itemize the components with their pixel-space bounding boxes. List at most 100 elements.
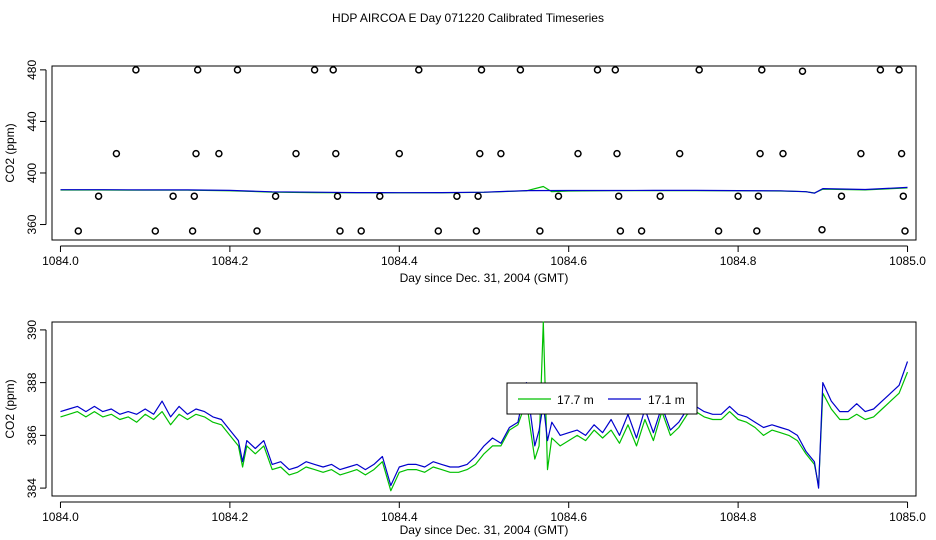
top-scatter-points: [74, 66, 909, 235]
bottom-y-axis: 384 386 388 390: [25, 320, 47, 498]
top-series-lines: [60, 185, 908, 194]
scatter-point: [474, 192, 482, 200]
top-x-tick-label: 1084.4: [381, 254, 418, 268]
bottom-panel: 1084.0 1084.2 1084.4 1084.6 1084.8 1085.0 384…: [3, 320, 926, 537]
bottom-series-lines: [60, 321, 909, 492]
scatter-point: [695, 66, 703, 74]
top-x-tick-label: 1085.0: [889, 254, 926, 268]
bottom-x-tick-label: 1084.8: [720, 510, 757, 524]
scatter-point: [818, 225, 826, 234]
scatter-point: [901, 227, 909, 235]
bottom-y-tick-label: 386: [25, 425, 39, 445]
scatter-point: [472, 227, 481, 235]
top-x-axis-label: Day since Dec. 31, 2004 (GMT): [400, 271, 569, 285]
bottom-x-tick-label: 1084.0: [42, 510, 79, 524]
top-y-tick-label: 440: [25, 111, 39, 131]
scatter-point: [675, 149, 684, 158]
scatter-point: [758, 66, 766, 74]
scatter-point: [754, 192, 763, 200]
top-x-tick-label: 1084.6: [550, 254, 587, 268]
bottom-series-line-1: [60, 321, 909, 492]
scatter-point: [151, 227, 160, 235]
bottom-y-tick-label: 390: [25, 320, 39, 340]
bottom-x-tick-label: 1085.0: [889, 510, 926, 524]
bottom-x-tick-label: 1084.6: [550, 510, 587, 524]
top-x-tick-label: 1084.2: [212, 254, 249, 268]
top-y-tick-label: 400: [25, 163, 39, 183]
legend: 17.7 m 17.1 m: [506, 382, 698, 415]
scatter-point: [497, 149, 505, 158]
bottom-x-tick-label: 1084.4: [381, 510, 418, 524]
scatter-point: [798, 67, 807, 75]
bottom-series-line-2: [60, 361, 909, 489]
bottom-y-axis-label: CO2 (ppm): [3, 379, 17, 438]
scatter-point: [193, 66, 202, 74]
legend-label-17.7m: 17.7 m: [557, 393, 594, 407]
scatter-point: [895, 66, 903, 74]
bottom-x-axis: 1084.0 1084.2 1084.4 1084.6 1084.8 1085.0: [42, 501, 926, 524]
top-plot-frame: [51, 65, 917, 241]
top-series-line-2: [60, 186, 908, 194]
scatter-point: [611, 66, 620, 74]
top-panel: 1084.0 1084.2 1084.4 1084.6 1084.8 1085.0 360…: [3, 60, 926, 285]
scatter-point: [477, 66, 486, 74]
scatter-point: [779, 149, 787, 158]
scatter-point: [837, 192, 846, 200]
scatter-point: [169, 192, 177, 200]
scatter-point: [753, 227, 761, 235]
scatter-point: [215, 149, 223, 158]
scatter-point: [453, 192, 461, 200]
scatter-point: [74, 227, 83, 235]
scatter-point: [516, 66, 525, 74]
scatter-point: [897, 149, 906, 158]
scatter-point: [899, 192, 908, 200]
scatter-point: [554, 192, 563, 200]
scatter-point: [292, 149, 300, 158]
top-x-tick-label: 1084.0: [42, 254, 79, 268]
scatter-point: [376, 192, 384, 200]
scatter-point: [593, 66, 602, 74]
scatter-point: [332, 149, 340, 158]
scatter-point: [188, 227, 197, 235]
bottom-x-axis-label: Day since Dec. 31, 2004 (GMT): [400, 523, 569, 537]
top-x-axis: 1084.0 1084.2 1084.4 1084.6 1084.8 1085.0: [42, 245, 926, 268]
scatter-point: [613, 149, 621, 158]
scatter-point: [656, 192, 664, 200]
scatter-point: [329, 66, 337, 74]
top-x-tick-label: 1084.8: [720, 254, 757, 268]
scatter-point: [233, 66, 242, 74]
scatter-point: [310, 66, 319, 74]
bottom-plot-frame: [51, 321, 917, 497]
scatter-point: [876, 66, 885, 74]
scatter-point: [714, 227, 723, 235]
top-y-tick-label: 360: [25, 214, 39, 234]
scatter-point: [434, 227, 443, 235]
bottom-y-tick-label: 384: [25, 478, 39, 498]
top-y-axis-label: CO2 (ppm): [3, 123, 17, 182]
top-y-axis: 360 400 440 480: [25, 60, 47, 235]
scatter-point: [357, 227, 365, 235]
scatter-point: [637, 227, 646, 235]
scatter-point: [415, 66, 423, 74]
scatter-point: [192, 149, 200, 158]
top-y-tick-label: 480: [25, 60, 39, 80]
scatter-point: [857, 149, 865, 158]
scatter-point: [190, 192, 199, 200]
scatter-point: [94, 192, 103, 200]
scatter-point: [734, 192, 742, 200]
scatter-point: [756, 149, 764, 158]
legend-label-17.1m: 17.1 m: [648, 393, 685, 407]
scatter-point: [616, 227, 625, 235]
scatter-point: [614, 192, 623, 200]
bottom-x-tick-label: 1084.2: [212, 510, 249, 524]
scatter-point: [536, 227, 544, 235]
chart-title: HDP AIRCOA E Day 071220 Calibrated Times…: [332, 11, 604, 25]
scatter-point: [132, 66, 140, 74]
scatter-point: [253, 227, 261, 235]
scatter-point: [574, 149, 582, 158]
scatter-point: [271, 192, 280, 200]
scatter-point: [476, 149, 484, 158]
scatter-point: [112, 149, 121, 158]
scatter-point: [336, 227, 344, 235]
